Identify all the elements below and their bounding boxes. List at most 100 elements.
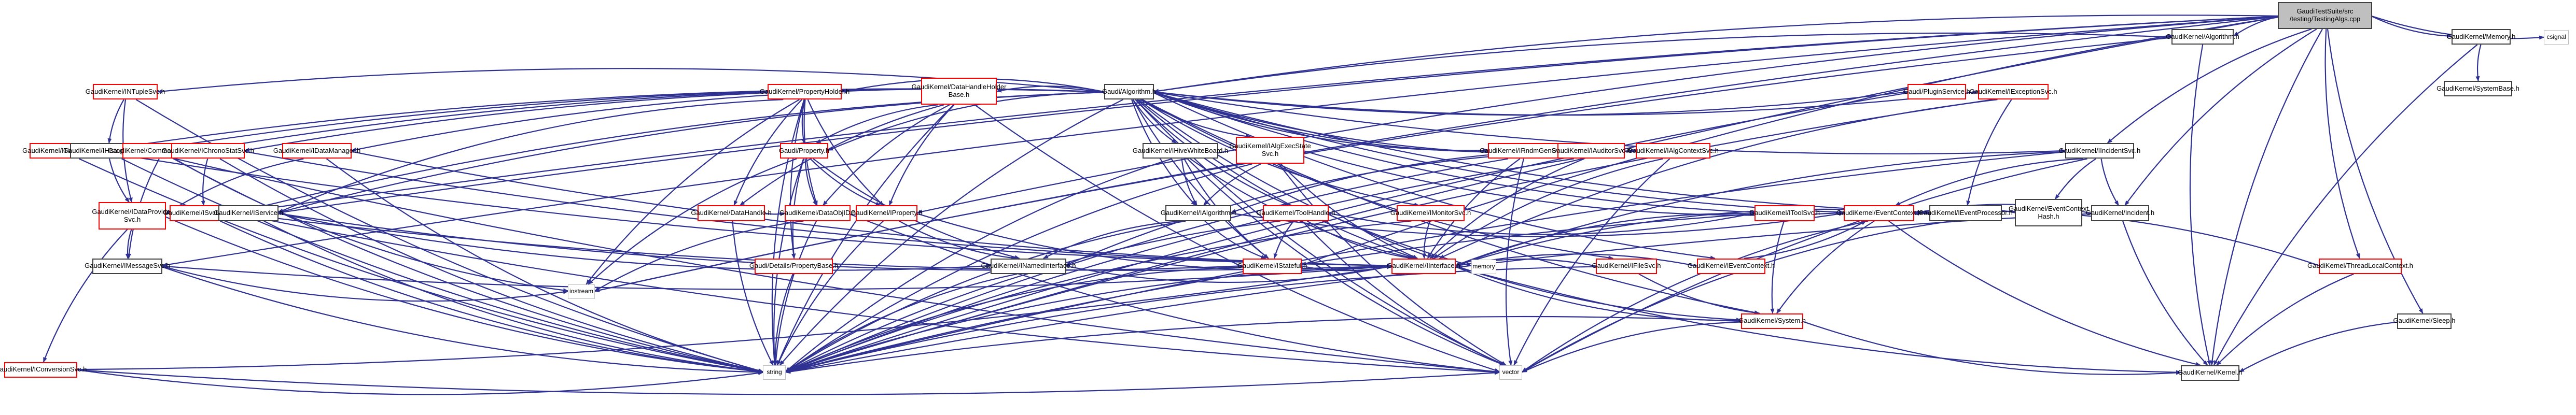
- graph-edge: [1132, 99, 1269, 259]
- graph-node-string[interactable]: string: [763, 365, 786, 380]
- graph-node-ialgexecstate[interactable]: GaudiKernel/IAlgExecState Svc.h: [1229, 137, 1311, 164]
- graph-node-idataproviders[interactable]: GaudiKernel/IDataProvider Svc.h: [92, 202, 173, 230]
- graph-edge: [244, 151, 1392, 268]
- graph-edge: [785, 220, 1412, 373]
- graph-node-iinterface[interactable]: GaudiKernel/IInterface.h: [1387, 258, 1460, 274]
- graph-node-gaudi_property[interactable]: Gaudi/Property.h: [779, 143, 829, 159]
- graph-edge: [594, 220, 804, 292]
- graph-node-ialgcontextsvc[interactable]: GaudiKernel/IAlgContextSvc.h: [1627, 143, 1719, 159]
- graph-edge: [1153, 90, 1979, 116]
- graph-node-irndmgensvc[interactable]: GaudiKernel/IRndmGenSvc.h: [1480, 143, 1568, 159]
- graph-edge: [776, 220, 884, 366]
- graph-node-iexceptionsvc[interactable]: GaudiKernel/IExceptionSvc.h: [1969, 84, 2057, 100]
- graph-edge: [78, 158, 763, 374]
- graph-node-csignal[interactable]: csignal: [2544, 30, 2569, 45]
- graph-edge: [785, 92, 1908, 373]
- graph-edge: [785, 266, 1243, 373]
- graph-edge: [771, 99, 805, 366]
- graph-edge: [145, 151, 1500, 374]
- graph-edge: [779, 99, 1124, 366]
- graph-edge: [1135, 99, 1290, 206]
- graph-edge: [77, 265, 1392, 370]
- graph-edge: [1136, 99, 1416, 259]
- graph-edge: [2189, 44, 2211, 366]
- graph-node-intuplesvc[interactable]: GaudiKernel/INTupleSvc.h: [86, 84, 165, 100]
- graph-edge: [219, 220, 763, 374]
- graph-edge: [1141, 99, 1760, 315]
- graph-node-memory_inc[interactable]: memory: [1471, 259, 1496, 274]
- graph-edge: [974, 104, 1500, 373]
- graph-node-iostream[interactable]: iostream: [568, 284, 595, 299]
- graph-edge: [1132, 99, 1177, 144]
- graph-node-vector[interactable]: vector: [1499, 365, 1522, 380]
- graph-node-memory_h[interactable]: GaudiKernel/Memory.h: [2447, 29, 2515, 45]
- graph-node-imonitorsvc[interactable]: GaudiKernel/IMonitorSvc.h: [1390, 205, 1471, 221]
- graph-edge: [733, 99, 802, 206]
- graph-node-istateful[interactable]: GaudiKernel/IStateful.h: [1237, 258, 1307, 274]
- graph-edge: [2107, 28, 2312, 144]
- graph-edge: [1522, 321, 1742, 373]
- graph-edge: [278, 16, 2278, 214]
- graph-node-ichronostatsvc[interactable]: GaudiKernel/IChronoStatSvc.h: [162, 143, 254, 159]
- graph-node-datahandle[interactable]: GaudiKernel/DataObjID.h: [779, 205, 856, 221]
- graph-edge: [1153, 92, 1716, 260]
- graph-edge: [785, 158, 1172, 372]
- graph-edge: [1770, 221, 1785, 314]
- graph-node-eventcontext[interactable]: GaudiKernel/EventContext.h: [1836, 205, 1921, 221]
- graph-node-itoolsvc[interactable]: GaudiKernel/IToolSvc.h: [1749, 205, 1820, 221]
- graph-edge: [1422, 221, 1431, 259]
- graph-edge: [77, 369, 763, 395]
- graph-node-ihivewhiteboard[interactable]: GaudiKernel/IHiveWhiteBoard.h: [1133, 143, 1228, 159]
- graph-node-imessagesvc[interactable]: GaudiKernel/IMessageSvc.h: [85, 258, 170, 274]
- graph-edge: [1280, 163, 1418, 259]
- graph-edge: [807, 99, 884, 206]
- graph-edge: [165, 216, 763, 374]
- graph-node-gaudi_algorithm[interactable]: Gaudi/Algorithm.h: [1102, 84, 1156, 100]
- graph-node-systembase_h[interactable]: GaudiKernel/SystemBase.h: [2436, 81, 2519, 97]
- graph-node-ifilesvc[interactable]: GaudiKernel/IFileSvc.h: [1592, 258, 1661, 274]
- graph-node-datahandleholder[interactable]: GaudiKernel/DataHandleHolder Base.h: [912, 78, 1006, 105]
- graph-node-root[interactable]: GaudiTestSuite/src /testing/TestingAlgs.…: [2278, 2, 2372, 30]
- graph-node-toolhandle[interactable]: GaudiKernel/ToolHandle.h: [1257, 205, 1335, 221]
- graph-edge: [888, 104, 955, 206]
- graph-edge: [1153, 32, 2172, 93]
- graph-node-iauditorsvc[interactable]: GaudiKernel/IAuditorSvc.h: [1551, 143, 1631, 159]
- graph-node-ieventcontext[interactable]: GaudiKernel/IEventContext.h: [1688, 258, 1775, 274]
- graph-edge: [1138, 99, 1472, 267]
- graph-edge: [790, 99, 805, 259]
- graph-node-idataobjid_h[interactable]: GaudiKernel/DataHandle.h: [691, 205, 772, 221]
- graph-edge: [2210, 28, 2323, 366]
- graph-edge: [1066, 151, 1558, 266]
- graph-node-eventcontexthash[interactable]: GaudiKernel/EventContext Hash.h: [2009, 199, 2088, 226]
- graph-node-incident_h[interactable]: GaudiKernel/Incident.h: [2086, 205, 2154, 221]
- graph-edge: [1301, 265, 1392, 271]
- graph-edge: [1455, 151, 2066, 266]
- graph-node-inamedinterface[interactable]: GaudiKernel/INamedInterface.h: [981, 258, 1076, 274]
- graph-node-kernel_h[interactable]: GaudiKernel/Kernel.h: [2178, 365, 2243, 381]
- graph-node-sleep_h[interactable]: GaudiKernel/Sleep.h: [2393, 313, 2456, 329]
- graph-edge: [1430, 158, 1585, 259]
- graph-node-idatamanager[interactable]: GaudiKernel/IDataManager.h: [273, 143, 360, 159]
- graph-node-iservice[interactable]: GaudiKernel/IService.h: [214, 205, 283, 221]
- graph-node-threadlocalctx[interactable]: GaudiKernel/ThreadLocalContext.h: [2307, 258, 2413, 274]
- graph-edge: [1153, 92, 1488, 153]
- graph-edge: [125, 229, 132, 259]
- graph-node-propertybase[interactable]: Gaudi/Details/PropertyBase.h: [749, 258, 838, 274]
- graph-node-algorithm_h[interactable]: GaudiKernel/Algorithm.h: [2166, 29, 2239, 45]
- graph-edge: [2100, 159, 2119, 206]
- graph-node-iproperty[interactable]: GaudiKernel/IProperty.h: [851, 205, 923, 221]
- graph-node-ieventprocessor[interactable]: GaudiKernel/IEventProcessor.h: [1918, 205, 2013, 221]
- graph-node-system_h[interactable]: GaudiKernel/System.h: [1738, 313, 1806, 329]
- graph-edge: [236, 213, 1500, 375]
- graph-node-iincidentsvc[interactable]: GaudiKernel/IIncidentSvc.h: [2059, 143, 2140, 159]
- graph-edge: [1181, 159, 1198, 206]
- graph-edge: [162, 266, 763, 375]
- graph-node-iconversionsvc[interactable]: GaudiKernel/IConversionSvc.h: [0, 362, 87, 378]
- graph-node-ialgorithm[interactable]: GaudiKernel/IAlgorithm.h: [1161, 205, 1236, 221]
- graph-node-pluginservice[interactable]: Gaudi/PluginService.h: [1903, 84, 1970, 100]
- graph-node-propertyholder[interactable]: GaudiKernel/PropertyHolder.h: [760, 84, 850, 100]
- graph-edge: [899, 220, 1017, 260]
- graph-edge: [201, 159, 208, 206]
- graph-edge: [1043, 220, 1183, 259]
- graph-edge: [1522, 220, 1953, 373]
